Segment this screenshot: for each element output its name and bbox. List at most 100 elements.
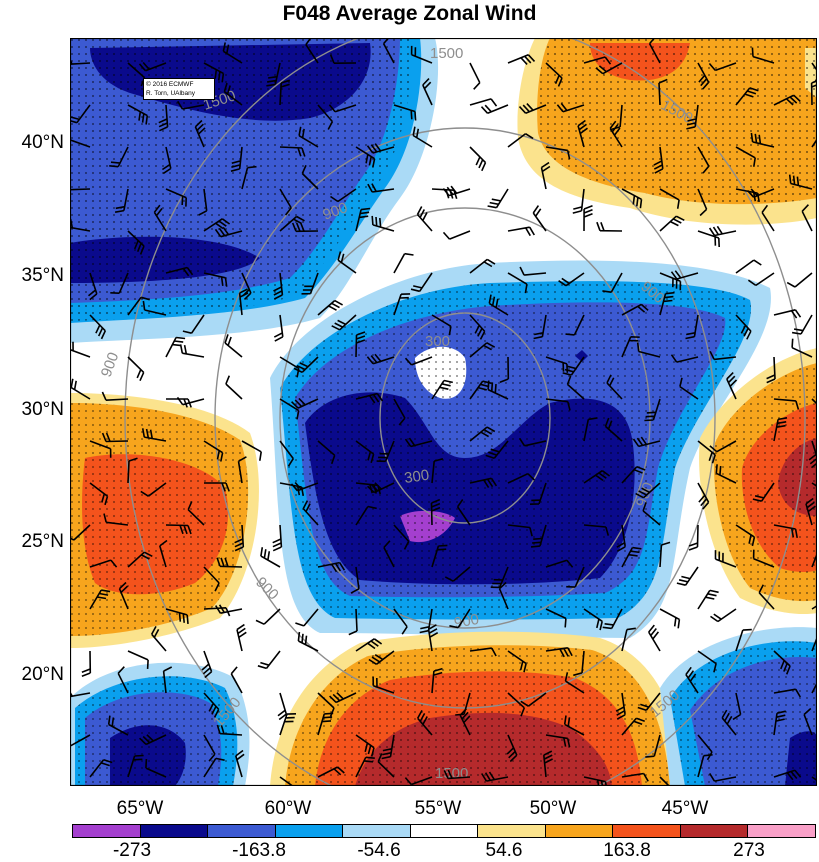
wind-barb	[393, 104, 417, 121]
wind-barb	[562, 356, 585, 376]
wind-barb	[127, 754, 144, 778]
wind-barb	[70, 690, 91, 698]
wind-barb	[230, 146, 243, 172]
wind-barb	[198, 188, 208, 216]
wind-barb	[735, 524, 756, 547]
wind-barb	[507, 272, 528, 294]
wind-barb	[645, 734, 661, 758]
wind-barb	[89, 559, 118, 568]
wind-barb	[317, 766, 345, 778]
wind-barb	[70, 524, 91, 541]
wind-barb	[201, 650, 213, 679]
wind-barb	[101, 432, 129, 443]
wind-barb	[507, 133, 534, 148]
wind-barb	[609, 120, 623, 148]
wind-barb	[469, 380, 492, 400]
wind-barb	[203, 272, 228, 287]
wind-barb	[165, 524, 192, 535]
wind-barb	[642, 502, 661, 526]
wind-barb	[732, 692, 742, 721]
wind-barb	[487, 188, 509, 209]
wind-barb	[355, 505, 377, 526]
lon-label-65w: 65°W	[116, 798, 164, 819]
wind-barb	[257, 650, 281, 670]
wind-barb	[659, 291, 675, 316]
colorbar-segment	[73, 825, 141, 837]
wind-barbs	[70, 38, 817, 786]
wind-barb	[241, 440, 262, 461]
wind-barb	[273, 314, 284, 342]
wind-barb	[404, 776, 433, 786]
wind-barb	[117, 666, 129, 694]
wind-barb	[328, 104, 357, 113]
wind-barb	[697, 230, 720, 248]
wind-barb	[431, 379, 453, 400]
wind-barb	[469, 62, 481, 90]
wind-barb	[735, 314, 752, 340]
wind-barb	[241, 165, 257, 190]
wind-barb	[127, 296, 150, 316]
wind-barb	[670, 270, 699, 280]
wind-barb	[70, 734, 91, 747]
wind-barb	[89, 314, 107, 340]
wind-barb	[431, 188, 458, 199]
wind-barb	[301, 272, 319, 295]
wind-barb	[653, 146, 664, 174]
wind-barb	[237, 456, 247, 484]
wind-barb	[355, 440, 375, 464]
wind-barb	[430, 498, 441, 526]
wind-barb	[330, 188, 357, 203]
wind-barb	[490, 566, 509, 589]
wind-barb	[203, 692, 220, 718]
wind-barb	[811, 681, 817, 694]
wind-barb	[709, 440, 737, 453]
wind-barb	[255, 608, 281, 625]
wind-barb	[158, 104, 169, 132]
wind-barb	[498, 581, 509, 610]
wind-barb	[236, 623, 247, 652]
wind-barb	[350, 566, 360, 594]
wind-barb	[223, 82, 243, 106]
wind-barb	[297, 631, 319, 652]
wind-barb	[204, 482, 230, 492]
wind-barb	[145, 759, 167, 778]
wind-barb	[533, 314, 547, 340]
wind-barb	[317, 104, 334, 130]
lon-label-60w: 60°W	[264, 798, 312, 819]
lat-label-35n: 35°N	[21, 265, 64, 286]
wind-barb	[648, 38, 661, 64]
contour-label: 300	[425, 333, 450, 350]
wind-barb	[565, 314, 585, 336]
wind-barb	[422, 78, 433, 106]
wind-barb	[726, 372, 738, 400]
wind-barb	[355, 207, 371, 232]
wind-barb	[735, 259, 762, 274]
wind-barb	[499, 356, 510, 384]
wind-barb	[266, 62, 281, 87]
wind-barb	[469, 477, 498, 489]
wind-barb	[443, 769, 471, 780]
wind-barb	[89, 482, 109, 506]
wind-barb	[583, 56, 612, 65]
colorbar-segment	[748, 825, 816, 837]
wind-barb	[366, 353, 395, 365]
wind-barb	[697, 754, 713, 778]
wind-barb	[383, 540, 395, 568]
wind-barb	[295, 608, 319, 627]
wind-barb	[507, 524, 533, 537]
wind-barb	[583, 524, 610, 536]
wind-barb	[279, 146, 306, 157]
wind-barb	[519, 266, 547, 276]
wind-barb	[412, 126, 433, 148]
wind-barb	[89, 440, 112, 458]
wind-barb	[444, 566, 471, 582]
wind-barb	[518, 437, 547, 447]
wind-barb	[621, 627, 636, 652]
wind-barb	[367, 482, 395, 494]
wind-barb	[676, 566, 699, 586]
wind-barb	[442, 230, 471, 240]
wind-barb	[238, 288, 249, 316]
wind-barb	[331, 314, 357, 331]
wind-barb	[786, 272, 813, 288]
wind-barb	[127, 104, 149, 125]
